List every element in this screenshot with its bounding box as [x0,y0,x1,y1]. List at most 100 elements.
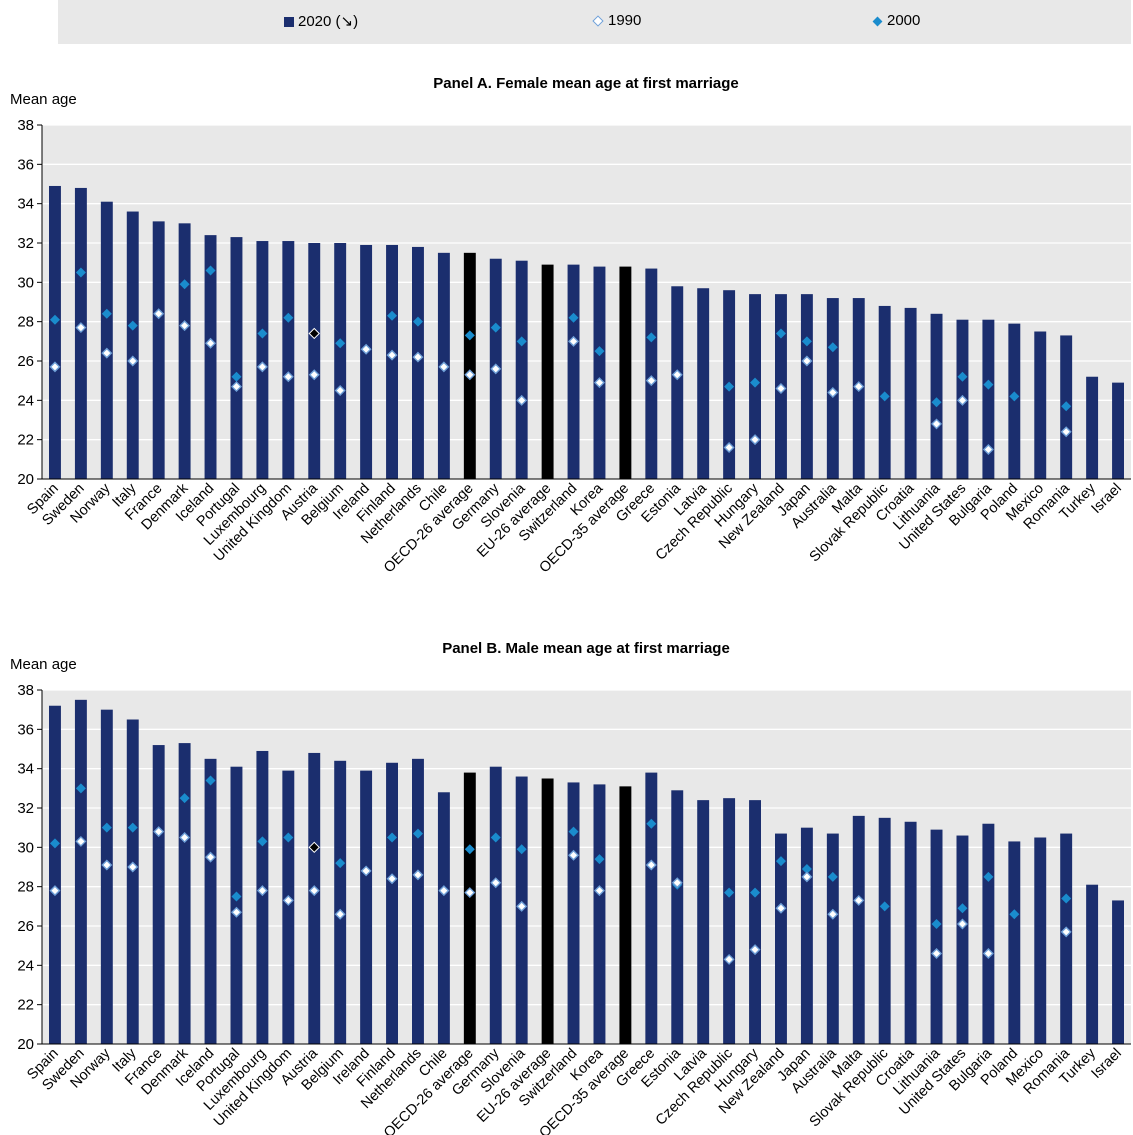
marker-2000-greece [646,332,657,343]
marker-2000-korea [594,346,605,357]
marker-2000-romania [1061,401,1072,412]
marker-1990-finland [386,349,398,361]
marker-2000-bulgaria [983,379,994,390]
marker-2000-austria [308,327,320,340]
bar-poland [1008,841,1021,1044]
marker-1990-chile [438,885,450,897]
legend-label: 1990 [608,12,642,29]
bar-finland [386,762,398,1044]
marker-1990-ireland [360,865,372,877]
marker-2000-iceland [205,775,216,786]
marker-1990-korea [593,885,605,897]
marker-2000-spain [49,838,60,849]
y-tick-label: 38 [17,117,34,134]
bar-italy [126,211,139,480]
y-tick-label: 22 [17,432,34,449]
y-tick-label: 26 [17,353,34,370]
y-tick-label: 24 [17,392,34,409]
marker-2000-denmark [179,793,190,804]
y-tick-label: 20 [17,1036,34,1053]
marker-2000-portugal [231,371,242,382]
marker-1990-slovenia [516,900,528,912]
marker-2000-poland [1009,909,1020,920]
marker-2000-japan [801,336,812,347]
marker-1990-lithuania [931,418,943,430]
marker-1990-luxembourg [256,885,268,897]
bar-norway [100,709,113,1044]
bar-slovak-republic [878,817,891,1044]
y-tick-label: 22 [17,997,34,1014]
marker-2000-japan [801,863,812,874]
marker-1990-iceland [205,337,217,349]
legend: 2020 (↘) 1990 2000 [58,0,1131,44]
marker-1990-australia [827,908,839,920]
marker-1990-austria [308,885,320,897]
marker-1990-denmark [179,320,191,332]
bar-turkey [1086,376,1099,479]
bar-oecd-35-average [619,786,632,1044]
bar-mexico [1034,331,1047,479]
marker-2000-slovenia [516,844,527,855]
marker-1990-romania [1060,426,1072,438]
bar-israel [1112,382,1124,479]
bar-korea [593,266,606,479]
diamond-outline-icon [592,15,604,27]
marker-2000-austria [308,841,320,854]
panel-a-chart: Panel A. Female mean age at first marria… [10,75,1131,576]
y-tick-label: 32 [17,235,34,252]
bar-estonia [671,286,684,479]
bar-mexico [1034,837,1047,1044]
marker-2000-bulgaria [983,871,994,882]
panel-b-chart: Panel B. Male mean age at first marriage… [10,640,1131,1135]
bar-france [152,745,165,1044]
marker-1990-greece [645,859,657,871]
marker-1990-greece [645,375,657,387]
marker-2000-germany [490,832,501,843]
y-axis-label: Mean age [10,656,77,673]
bar-japan [800,827,813,1044]
marker-2000-greece [646,818,657,829]
marker-1990-hungary [749,434,761,446]
marker-2000-oecd-26-average [464,844,475,855]
marker-1990-iceland [205,851,217,863]
bar-sweden [74,187,87,479]
y-axis-label: Mean age [10,91,77,108]
marker-1990-netherlands [412,869,424,881]
marker-2000-italy [127,320,138,331]
marker-1990-sweden [75,322,87,334]
bar-austria [308,243,321,479]
marker-2000-united-states [957,371,968,382]
marker-1990-denmark [179,832,191,843]
bar-norway [100,201,113,479]
x-tick-label-israel: Israel [1088,481,1124,517]
y-tick-label: 34 [17,761,34,778]
marker-2000-luxembourg [257,328,268,339]
legend-item-2020: 2020 (↘) [284,12,358,30]
marker-1990-portugal [230,381,242,393]
marker-1990-spain [49,885,61,897]
square-icon [284,17,294,28]
bar-bulgaria [982,319,995,479]
bar-chile [437,792,450,1044]
marker-2000-norway [101,822,112,833]
marker-2000-belgium [335,338,346,349]
bar-belgium [334,243,347,479]
plot-area [42,125,1131,479]
marker-2000-norway [101,308,112,319]
marker-1990-slovenia [516,394,528,406]
marker-2000-switzerland [568,312,579,323]
bar-united-kingdom [282,770,295,1044]
bar-latvia [697,800,710,1044]
marker-2000-slovenia [516,336,527,347]
marker-2000-new-zealand [775,328,786,339]
bar-australia [826,833,839,1044]
bar-spain [49,185,61,479]
marker-1990-netherlands [412,351,424,363]
marker-1990-united-states [956,918,968,930]
bar-sweden [74,699,87,1044]
marker-1990-united-kingdom [282,894,294,906]
bar-iceland [204,758,217,1044]
bar-ireland [360,770,373,1044]
bar-estonia [671,790,684,1044]
bar-oecd-26-average [463,252,476,479]
